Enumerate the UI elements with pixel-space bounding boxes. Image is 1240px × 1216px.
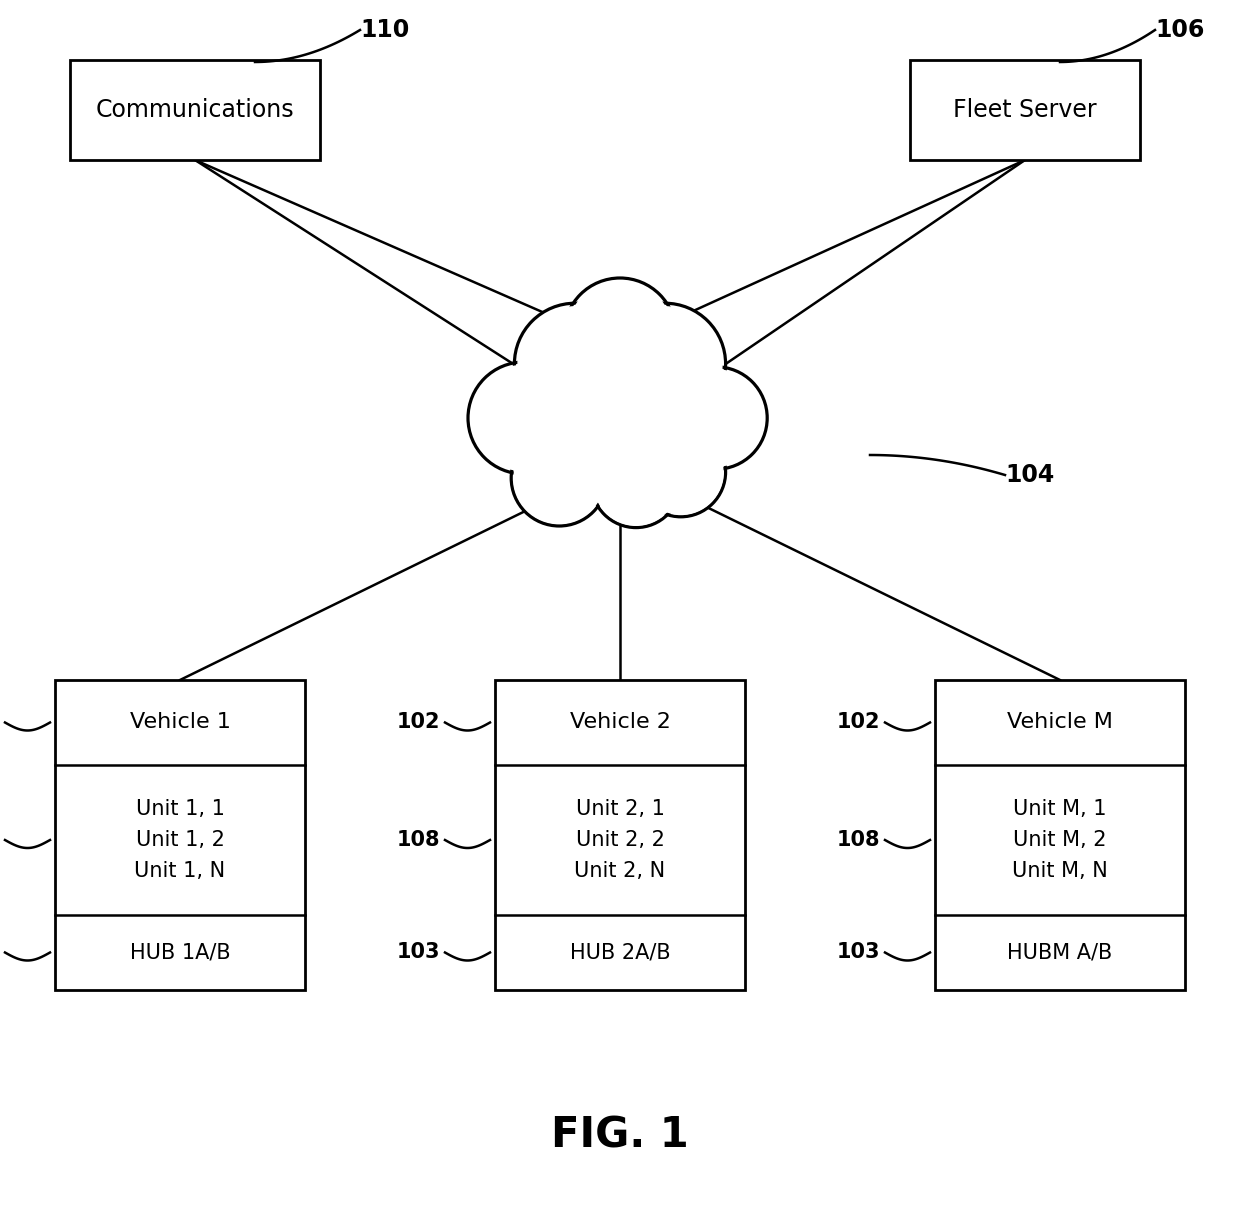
Bar: [910, 60, 1140, 161]
Text: 102: 102: [837, 713, 880, 732]
Text: Vehicle M: Vehicle M: [1007, 713, 1114, 732]
Text: Unit 2, 1
Unit 2, 2
Unit 2, N: Unit 2, 1 Unit 2, 2 Unit 2, N: [574, 799, 666, 882]
Circle shape: [594, 440, 678, 525]
Text: HUB 1A/B: HUB 1A/B: [130, 942, 231, 963]
Text: Fleet Server: Fleet Server: [954, 98, 1097, 122]
Text: Vehicle 2: Vehicle 2: [569, 713, 671, 732]
Text: 103: 103: [397, 942, 440, 963]
Text: FIG. 1: FIG. 1: [551, 1115, 689, 1156]
Text: HUB 2A/B: HUB 2A/B: [569, 942, 671, 963]
Circle shape: [665, 367, 768, 469]
Circle shape: [668, 370, 764, 466]
Circle shape: [515, 433, 604, 523]
Circle shape: [564, 278, 676, 390]
Circle shape: [636, 427, 725, 517]
Text: 108: 108: [837, 831, 880, 850]
Bar: [935, 680, 1185, 990]
Circle shape: [568, 281, 672, 387]
Text: 106: 106: [1154, 18, 1204, 43]
Text: Communications: Communications: [95, 98, 294, 122]
Bar: [69, 60, 320, 161]
Bar: [495, 680, 745, 990]
Text: 102: 102: [397, 713, 440, 732]
Text: 104: 104: [1004, 463, 1054, 486]
Text: 108: 108: [397, 831, 440, 850]
Circle shape: [557, 355, 683, 482]
Circle shape: [639, 430, 723, 514]
Circle shape: [467, 362, 580, 474]
Text: Unit 1, 1
Unit 1, 2
Unit 1, N: Unit 1, 1 Unit 1, 2 Unit 1, N: [134, 799, 226, 882]
Circle shape: [553, 350, 687, 485]
Circle shape: [608, 306, 722, 421]
Circle shape: [515, 303, 636, 424]
Circle shape: [591, 438, 681, 528]
Circle shape: [471, 365, 577, 471]
Circle shape: [604, 303, 725, 424]
Text: Vehicle 1: Vehicle 1: [129, 713, 231, 732]
Circle shape: [511, 430, 608, 527]
Circle shape: [518, 306, 632, 421]
Text: 103: 103: [837, 942, 880, 963]
Bar: [55, 680, 305, 990]
Text: 110: 110: [360, 18, 409, 43]
Text: Unit M, 1
Unit M, 2
Unit M, N: Unit M, 1 Unit M, 2 Unit M, N: [1012, 799, 1107, 882]
Text: HUBM A/B: HUBM A/B: [1007, 942, 1112, 963]
